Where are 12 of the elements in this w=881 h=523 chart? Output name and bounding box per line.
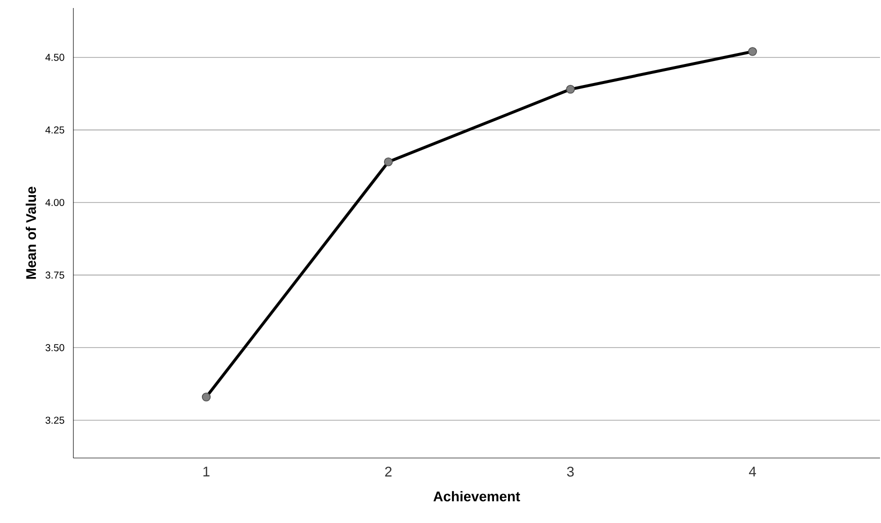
y-tick-label: 4.50 [45, 54, 64, 61]
x-tick-label: 4 [748, 466, 756, 476]
x-tick-label: 1 [203, 466, 210, 476]
x-tick-label: 2 [385, 466, 392, 476]
x-axis-title: Achievement [433, 491, 520, 502]
y-tick-label: 4.00 [45, 198, 64, 206]
y-axis-title: Mean of Value [26, 186, 36, 279]
y-tick-label: 3.25 [46, 416, 64, 424]
x-tick-label: 3 [567, 466, 574, 477]
y-tick-label: 4.25 [45, 126, 64, 134]
y-tick-label: 3.50 [46, 344, 64, 352]
y-tick-label: 3.75 [46, 272, 64, 279]
